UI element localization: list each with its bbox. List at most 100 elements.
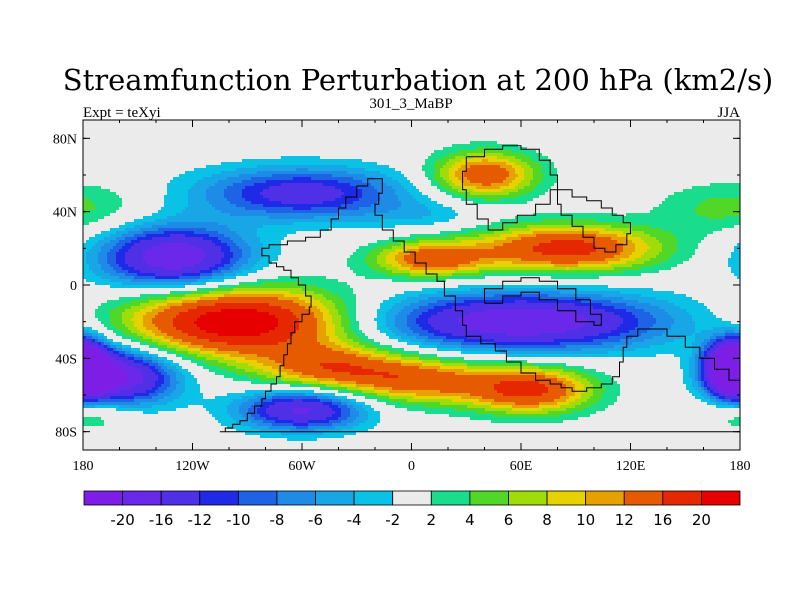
field-cell bbox=[677, 135, 681, 139]
field-cell bbox=[260, 141, 264, 145]
field-cell bbox=[206, 150, 210, 154]
field-cell bbox=[359, 138, 363, 142]
field-cell bbox=[719, 129, 723, 133]
field-cell bbox=[638, 159, 642, 163]
field-cell bbox=[659, 147, 663, 151]
field-cell bbox=[410, 162, 414, 166]
field-cell bbox=[194, 177, 198, 181]
field-cell bbox=[545, 123, 549, 127]
field-cell bbox=[155, 123, 159, 127]
field-cell bbox=[323, 129, 327, 133]
field-cell bbox=[554, 144, 558, 148]
field-cell bbox=[341, 129, 345, 133]
field-cell bbox=[443, 183, 447, 187]
field-cell bbox=[536, 162, 540, 166]
field-cell bbox=[611, 120, 615, 124]
field-cell bbox=[131, 129, 135, 133]
field-cell bbox=[314, 174, 318, 178]
field-cell bbox=[290, 183, 294, 187]
field-cell bbox=[479, 159, 483, 163]
field-cell bbox=[602, 126, 606, 130]
field-cell bbox=[92, 171, 96, 175]
field-cell bbox=[629, 174, 633, 178]
field-cell bbox=[263, 186, 267, 190]
field-cell bbox=[317, 171, 321, 175]
field-cell bbox=[113, 138, 117, 142]
field-cell bbox=[338, 123, 342, 127]
field-cell bbox=[476, 120, 480, 124]
field-cell bbox=[263, 135, 267, 139]
field-cell bbox=[455, 150, 459, 154]
field-cell bbox=[734, 165, 738, 169]
field-cell bbox=[542, 171, 546, 175]
field-cell bbox=[275, 129, 279, 133]
field-cell bbox=[632, 180, 636, 184]
field-cell bbox=[413, 144, 417, 148]
field-cell bbox=[164, 171, 168, 175]
field-cell bbox=[146, 120, 150, 124]
field-cell bbox=[593, 141, 597, 145]
field-cell bbox=[332, 138, 336, 142]
field-cell bbox=[110, 135, 114, 139]
field-cell bbox=[344, 138, 348, 142]
field-cell bbox=[665, 135, 669, 139]
field-cell bbox=[326, 147, 330, 151]
field-cell bbox=[536, 141, 540, 145]
field-cell bbox=[344, 150, 348, 154]
field-cell bbox=[311, 165, 315, 169]
field-cell bbox=[344, 141, 348, 145]
field-cell bbox=[101, 180, 105, 184]
field-cell bbox=[674, 156, 678, 160]
field-cell bbox=[623, 171, 627, 175]
field-cell bbox=[470, 153, 474, 157]
field-cell bbox=[614, 123, 618, 127]
field-cell bbox=[92, 177, 96, 181]
field-cell bbox=[650, 162, 654, 166]
field-cell bbox=[194, 129, 198, 133]
field-cell bbox=[272, 180, 276, 184]
field-cell bbox=[116, 153, 120, 157]
field-cell bbox=[176, 132, 180, 136]
field-cell bbox=[167, 147, 171, 151]
field-cell bbox=[494, 153, 498, 157]
field-cell bbox=[257, 177, 261, 181]
field-cell bbox=[422, 156, 426, 160]
field-cell bbox=[311, 183, 315, 187]
field-cell bbox=[548, 186, 552, 190]
field-cell bbox=[278, 174, 282, 178]
field-cell bbox=[140, 135, 144, 139]
field-cell bbox=[710, 159, 714, 163]
field-cell bbox=[248, 186, 252, 190]
field-cell bbox=[170, 165, 174, 169]
field-cell bbox=[704, 153, 708, 157]
field-cell bbox=[638, 144, 642, 148]
field-cell bbox=[83, 183, 87, 187]
field-cell bbox=[725, 141, 729, 145]
field-cell bbox=[218, 177, 222, 181]
field-cell bbox=[275, 186, 279, 190]
field-cell bbox=[488, 180, 492, 184]
field-cell bbox=[716, 120, 720, 124]
field-cell bbox=[641, 174, 645, 178]
field-cell bbox=[716, 147, 720, 151]
field-cell bbox=[563, 180, 567, 184]
field-cell bbox=[275, 138, 279, 142]
field-cell bbox=[626, 180, 630, 184]
field-cell bbox=[206, 138, 210, 142]
field-cell bbox=[644, 162, 648, 166]
field-cell bbox=[197, 132, 201, 136]
field-cell bbox=[164, 165, 168, 169]
field-cell bbox=[296, 120, 300, 124]
field-cell bbox=[185, 171, 189, 175]
field-cell bbox=[689, 177, 693, 181]
field-cell bbox=[110, 123, 114, 127]
field-cell bbox=[455, 129, 459, 133]
field-cell bbox=[389, 144, 393, 148]
field-cell bbox=[131, 180, 135, 184]
field-cell bbox=[719, 177, 723, 181]
field-cell bbox=[281, 183, 285, 187]
field-cell bbox=[344, 186, 348, 190]
field-cell bbox=[197, 141, 201, 145]
field-cell bbox=[110, 171, 114, 175]
field-cell bbox=[254, 168, 258, 172]
